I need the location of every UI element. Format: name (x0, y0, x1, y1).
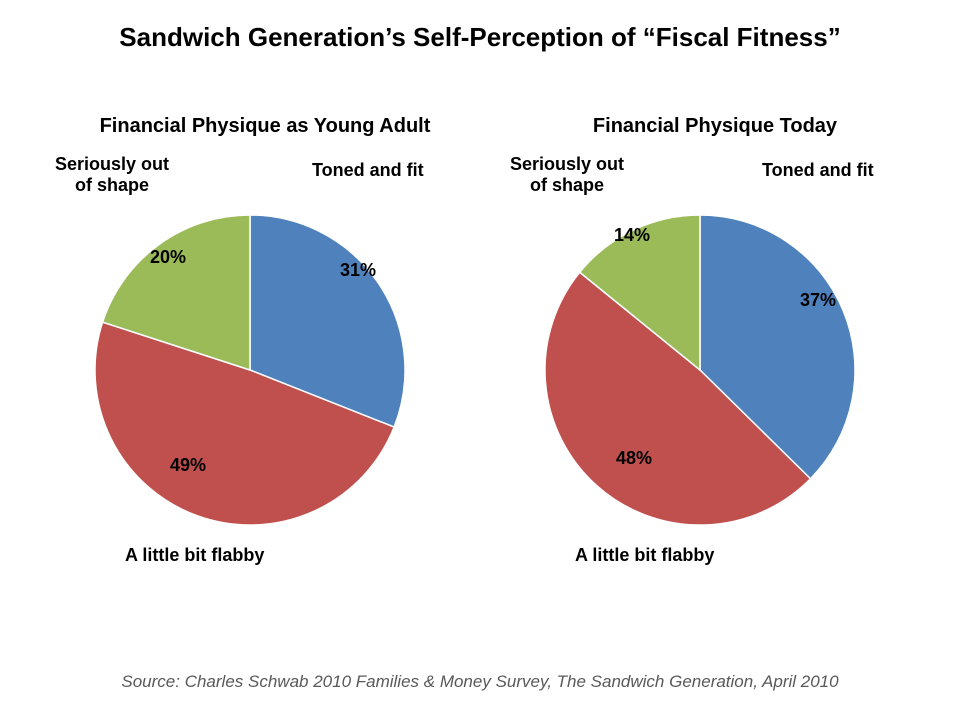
pie-today (540, 210, 860, 530)
percent-label: 14% (614, 225, 650, 246)
percent-label: 20% (150, 247, 186, 268)
percent-label: 48% (616, 448, 652, 469)
page-title: Sandwich Generation’s Self-Perception of… (0, 22, 960, 53)
percent-label: 31% (340, 260, 376, 281)
source-caption: Source: Charles Schwab 2010 Families & M… (0, 672, 960, 692)
subtitle-young-adult: Financial Physique as Young Adult (65, 115, 465, 138)
figure-root: { "title": "Sandwich Generation\u2019s S… (0, 0, 960, 720)
category-label: Toned and fit (312, 160, 424, 181)
category-label: A little bit flabby (125, 545, 264, 566)
category-label: Toned and fit (762, 160, 874, 181)
percent-label: 37% (800, 290, 836, 311)
category-label: Seriously out of shape (510, 154, 624, 195)
subtitle-today: Financial Physique Today (530, 115, 900, 138)
category-label: A little bit flabby (575, 545, 714, 566)
category-label: Seriously out of shape (55, 154, 169, 195)
percent-label: 49% (170, 455, 206, 476)
pie-young (90, 210, 410, 530)
